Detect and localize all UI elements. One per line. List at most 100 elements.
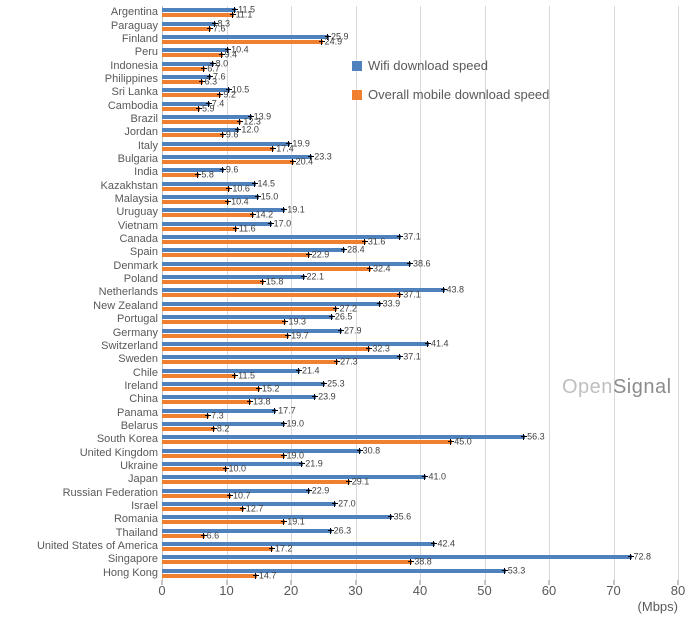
category-label: Thailand bbox=[116, 528, 162, 539]
bar-mobile: 5.8 bbox=[162, 173, 199, 177]
category-label: Finland bbox=[122, 34, 162, 45]
category-label: Jordan bbox=[124, 127, 162, 138]
bar-value-label: 13.8 bbox=[251, 398, 271, 407]
bar-value-label: 5.8 bbox=[199, 171, 214, 180]
bar-value-label: 10.4 bbox=[229, 198, 249, 207]
bar-wifi: 10.4 bbox=[162, 48, 229, 52]
category-row: Panama17.77.3 bbox=[162, 406, 678, 419]
category-row: Malaysia15.010.4 bbox=[162, 193, 678, 206]
bar-mobile: 20.4 bbox=[162, 160, 294, 164]
legend-label: Wifi download speed bbox=[368, 58, 488, 73]
category-row: Belarus19.08.2 bbox=[162, 420, 678, 433]
bar-mobile: 9.4 bbox=[162, 53, 223, 57]
category-label: Sweden bbox=[118, 354, 162, 365]
category-label: New Zealand bbox=[93, 301, 162, 312]
category-row: Poland22.115.8 bbox=[162, 273, 678, 286]
bar-mobile: 6.3 bbox=[162, 80, 203, 84]
category-row: Paraguay8.37.6 bbox=[162, 19, 678, 32]
bar-mobile: 37.1 bbox=[162, 293, 401, 297]
category-row: Hong Kong53.314.7 bbox=[162, 567, 678, 580]
x-axis-title: (Mbps) bbox=[638, 580, 678, 613]
category-row: Sweden37.127.3 bbox=[162, 353, 678, 366]
chart-container: 01020304050607080(Mbps)Argentina11.511.1… bbox=[0, 0, 692, 625]
watermark-part2: Signal bbox=[613, 376, 672, 398]
category-label: Switzerland bbox=[101, 341, 162, 352]
bar-value-label: 37.1 bbox=[401, 291, 421, 300]
bar-mobile: 7.3 bbox=[162, 414, 209, 418]
bar-wifi: 19.9 bbox=[162, 142, 290, 146]
bar-wifi: 13.9 bbox=[162, 115, 252, 119]
bar-mobile: 12.7 bbox=[162, 507, 244, 511]
bar-wifi: 11.5 bbox=[162, 8, 236, 12]
bar-value-label: 25.3 bbox=[325, 379, 345, 388]
bar-value-label: 22.9 bbox=[310, 486, 330, 495]
bar-value-label: 17.7 bbox=[276, 406, 296, 415]
bar-mobile: 11.5 bbox=[162, 374, 236, 378]
bar-mobile: 14.2 bbox=[162, 213, 254, 217]
bar-value-label: 53.3 bbox=[506, 566, 526, 575]
bar-wifi: 23.9 bbox=[162, 395, 316, 399]
category-label: United States of America bbox=[37, 541, 162, 552]
bar-value-label: 9.6 bbox=[224, 166, 239, 175]
bar-mobile: 19.0 bbox=[162, 454, 285, 458]
bar-mobile: 9.2 bbox=[162, 93, 221, 97]
bar-mobile: 45.0 bbox=[162, 440, 452, 444]
category-row: New Zealand33.927.2 bbox=[162, 300, 678, 313]
bar-value-label: 32.4 bbox=[371, 264, 391, 273]
bar-wifi: 42.4 bbox=[162, 542, 435, 546]
bar-wifi: 27.9 bbox=[162, 329, 342, 333]
bar-mobile: 6.6 bbox=[162, 534, 205, 538]
bar-mobile: 5.9 bbox=[162, 107, 200, 111]
bar-mobile: 14.7 bbox=[162, 574, 257, 578]
x-tick-label: 20 bbox=[284, 580, 298, 597]
bar-wifi: 21.4 bbox=[162, 369, 300, 373]
bar-wifi: 8.3 bbox=[162, 22, 216, 26]
bar-value-label: 11.6 bbox=[237, 224, 256, 233]
category-row: Bulgaria23.320.4 bbox=[162, 153, 678, 166]
category-label: Ukraine bbox=[120, 461, 162, 472]
category-label: Ireland bbox=[124, 381, 162, 392]
category-label: Argentina bbox=[111, 7, 162, 18]
category-row: South Korea56.345.0 bbox=[162, 433, 678, 446]
bar-wifi: 26.5 bbox=[162, 315, 333, 319]
category-row: Denmark38.632.4 bbox=[162, 260, 678, 273]
category-label: South Korea bbox=[97, 434, 162, 445]
x-tick-label: 10 bbox=[219, 580, 233, 597]
category-label: Germany bbox=[113, 328, 162, 339]
category-row: Germany27.919.7 bbox=[162, 326, 678, 339]
bar-wifi: 25.9 bbox=[162, 35, 329, 39]
bar-wifi: 25.3 bbox=[162, 382, 325, 386]
category-label: Hong Kong bbox=[103, 568, 162, 579]
category-row: Netherlands43.837.1 bbox=[162, 286, 678, 299]
category-label: Bulgaria bbox=[118, 154, 162, 165]
bar-mobile: 9.6 bbox=[162, 133, 224, 137]
category-row: Romania35.619.1 bbox=[162, 513, 678, 526]
bar-value-label: 19.0 bbox=[285, 451, 305, 460]
x-tick-label: 0 bbox=[158, 580, 165, 597]
bar-value-label: 42.4 bbox=[435, 540, 455, 549]
category-label: Vietnam bbox=[118, 221, 162, 232]
bar-mobile: 8.2 bbox=[162, 427, 215, 431]
category-row: Israel27.012.7 bbox=[162, 500, 678, 513]
legend-item: Wifi download speed bbox=[352, 58, 549, 73]
bar-mobile: 15.2 bbox=[162, 387, 260, 391]
category-row: Kazakhstan14.510.6 bbox=[162, 180, 678, 193]
legend-swatch bbox=[352, 61, 362, 71]
bar-mobile: 29.1 bbox=[162, 480, 350, 484]
bar-value-label: 21.4 bbox=[300, 366, 320, 375]
bar-mobile: 11.1 bbox=[162, 13, 234, 17]
category-label: Russian Federation bbox=[63, 488, 162, 499]
category-row: Italy19.917.4 bbox=[162, 139, 678, 152]
category-label: Uruguay bbox=[116, 207, 162, 218]
category-label: Romania bbox=[114, 514, 162, 525]
bar-value-label: 9.6 bbox=[224, 131, 239, 140]
bar-value-label: 26.3 bbox=[332, 526, 352, 535]
x-tick-label: 40 bbox=[413, 580, 427, 597]
category-label: Singapore bbox=[108, 554, 162, 565]
bar-value-label: 19.7 bbox=[289, 331, 309, 340]
bar-wifi: 26.3 bbox=[162, 529, 332, 533]
bar-mobile: 19.1 bbox=[162, 520, 285, 524]
category-label: Italy bbox=[138, 141, 162, 152]
x-tick-label: 60 bbox=[542, 580, 556, 597]
bar-mobile: 19.7 bbox=[162, 334, 289, 338]
